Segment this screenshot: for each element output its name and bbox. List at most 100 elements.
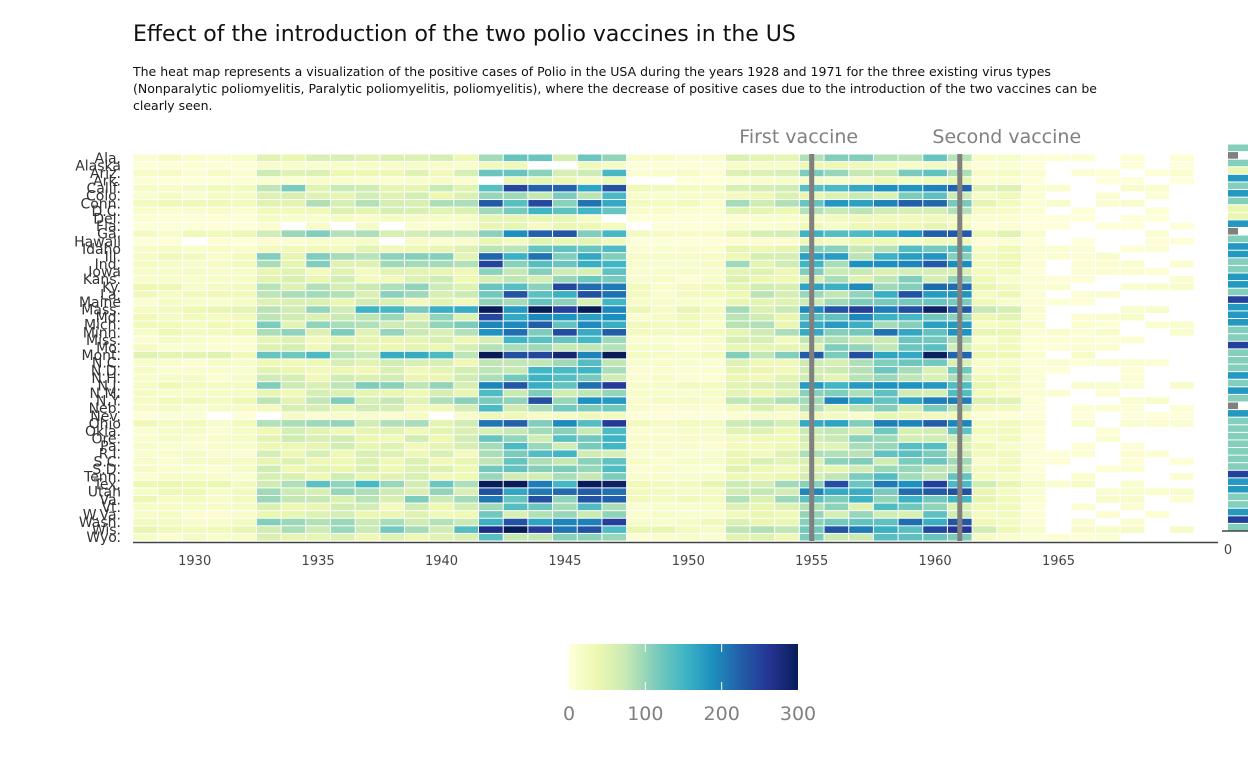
heatmap-cell <box>997 291 1021 298</box>
heatmap-cell <box>256 518 281 526</box>
heatmap-cell <box>1046 253 1071 260</box>
heatmap-cell <box>528 298 553 306</box>
heatmap-cell <box>725 450 750 458</box>
heatmap-cell <box>553 313 577 321</box>
heatmap-cell <box>577 344 602 351</box>
heatmap-cell <box>454 397 479 404</box>
heatmap-cell <box>849 336 873 344</box>
heatmap-cell <box>232 283 256 291</box>
heatmap-cell <box>306 169 330 177</box>
heatmap-cell <box>701 480 725 488</box>
heatmap-cell <box>676 465 701 473</box>
heatmap-cell <box>627 473 651 480</box>
heatmap-cell <box>923 283 947 291</box>
heatmap-cell <box>627 306 651 313</box>
heatmap-cell <box>676 511 701 518</box>
heatmap-cell <box>972 404 997 412</box>
heatmap-cell <box>997 351 1021 359</box>
heatmap-cell <box>256 420 281 427</box>
heatmap-cell <box>1120 283 1145 291</box>
heatmap-cell <box>602 397 627 404</box>
heatmap-cell <box>849 306 873 313</box>
heatmap-cell <box>577 177 602 184</box>
heatmap-cell <box>429 162 454 169</box>
heatmap-cell <box>503 435 528 442</box>
heatmap-cell <box>725 382 750 389</box>
heatmap-cell <box>898 465 923 473</box>
heatmap-cell <box>355 480 380 488</box>
heatmap-cell <box>355 458 380 465</box>
heatmap-cell <box>997 465 1021 473</box>
colorbar-tick-label: 0 <box>563 703 575 725</box>
heatmap-cell <box>602 382 627 389</box>
heatmap-cell <box>577 283 602 291</box>
heatmap-cell <box>873 215 898 222</box>
heatmap-cell <box>404 313 429 321</box>
heatmap-cell <box>281 237 306 245</box>
heatmap-cell <box>355 192 380 200</box>
heatmap-cell <box>380 450 404 458</box>
heatmap-cell <box>553 526 577 533</box>
heatmap-cell <box>775 237 799 245</box>
heatmap-cell <box>676 283 701 291</box>
heatmap-cell <box>602 207 627 215</box>
heatmap-cell <box>898 207 923 215</box>
heatmap-cell <box>898 473 923 480</box>
heatmap-cell <box>1120 162 1145 169</box>
heatmap-cell <box>355 374 380 382</box>
heatmap-cell <box>454 275 479 283</box>
heatmap-cell <box>775 397 799 404</box>
heatmap-cell <box>479 382 503 389</box>
heatmap-cell <box>1120 359 1145 366</box>
heatmap-cell <box>701 306 725 313</box>
heatmap-cell <box>1071 351 1096 359</box>
row-label: Ark. <box>93 174 121 190</box>
heatmap-cell <box>725 200 750 207</box>
heatmap-cell <box>676 458 701 465</box>
heatmap-cell <box>528 260 553 268</box>
heatmap-cell <box>355 420 380 427</box>
heatmap-cell <box>577 245 602 253</box>
heatmap-cell <box>207 336 232 344</box>
heatmap-cell <box>158 344 182 351</box>
heatmap-cell <box>1096 389 1120 397</box>
heatmap-cell <box>651 412 676 420</box>
heatmap-cell <box>602 511 627 518</box>
heatmap-cell <box>997 374 1021 382</box>
heatmap-cell <box>232 359 256 366</box>
row-label: Conn. <box>80 196 121 212</box>
heatmap-cell <box>479 518 503 526</box>
heatmap-cell <box>1021 518 1046 526</box>
heatmap-cell <box>725 526 750 533</box>
heatmap-cell <box>577 207 602 215</box>
heatmap-cell <box>454 313 479 321</box>
heatmap-cell <box>528 192 553 200</box>
marginal-cell <box>1228 243 1248 250</box>
heatmap-cell <box>1046 359 1071 366</box>
heatmap-cell <box>997 366 1021 374</box>
heatmap-cell <box>404 412 429 420</box>
heatmap-cell <box>873 336 898 344</box>
x-tick-label: 1955 <box>795 554 828 569</box>
heatmap-cell <box>429 192 454 200</box>
heatmap-cell <box>824 329 849 336</box>
heatmap-cell <box>923 495 947 503</box>
heatmap-cell <box>528 154 553 162</box>
heatmap-cell <box>133 200 158 207</box>
row-label: Ala. <box>95 151 122 167</box>
heatmap-cell <box>775 382 799 389</box>
heatmap-cell <box>479 495 503 503</box>
heatmap-cell <box>1021 192 1046 200</box>
heatmap-cell <box>429 382 454 389</box>
heatmap-cell <box>873 207 898 215</box>
heatmap-cell <box>824 162 849 169</box>
heatmap-cell <box>207 230 232 237</box>
heatmap-cell <box>528 382 553 389</box>
heatmap-cell <box>750 359 775 366</box>
heatmap-cell <box>725 321 750 329</box>
heatmap-cell <box>158 412 182 420</box>
heatmap-cell <box>404 306 429 313</box>
heatmap-cell <box>207 473 232 480</box>
row-label: Idaho <box>82 242 121 258</box>
heatmap-cell <box>775 404 799 412</box>
